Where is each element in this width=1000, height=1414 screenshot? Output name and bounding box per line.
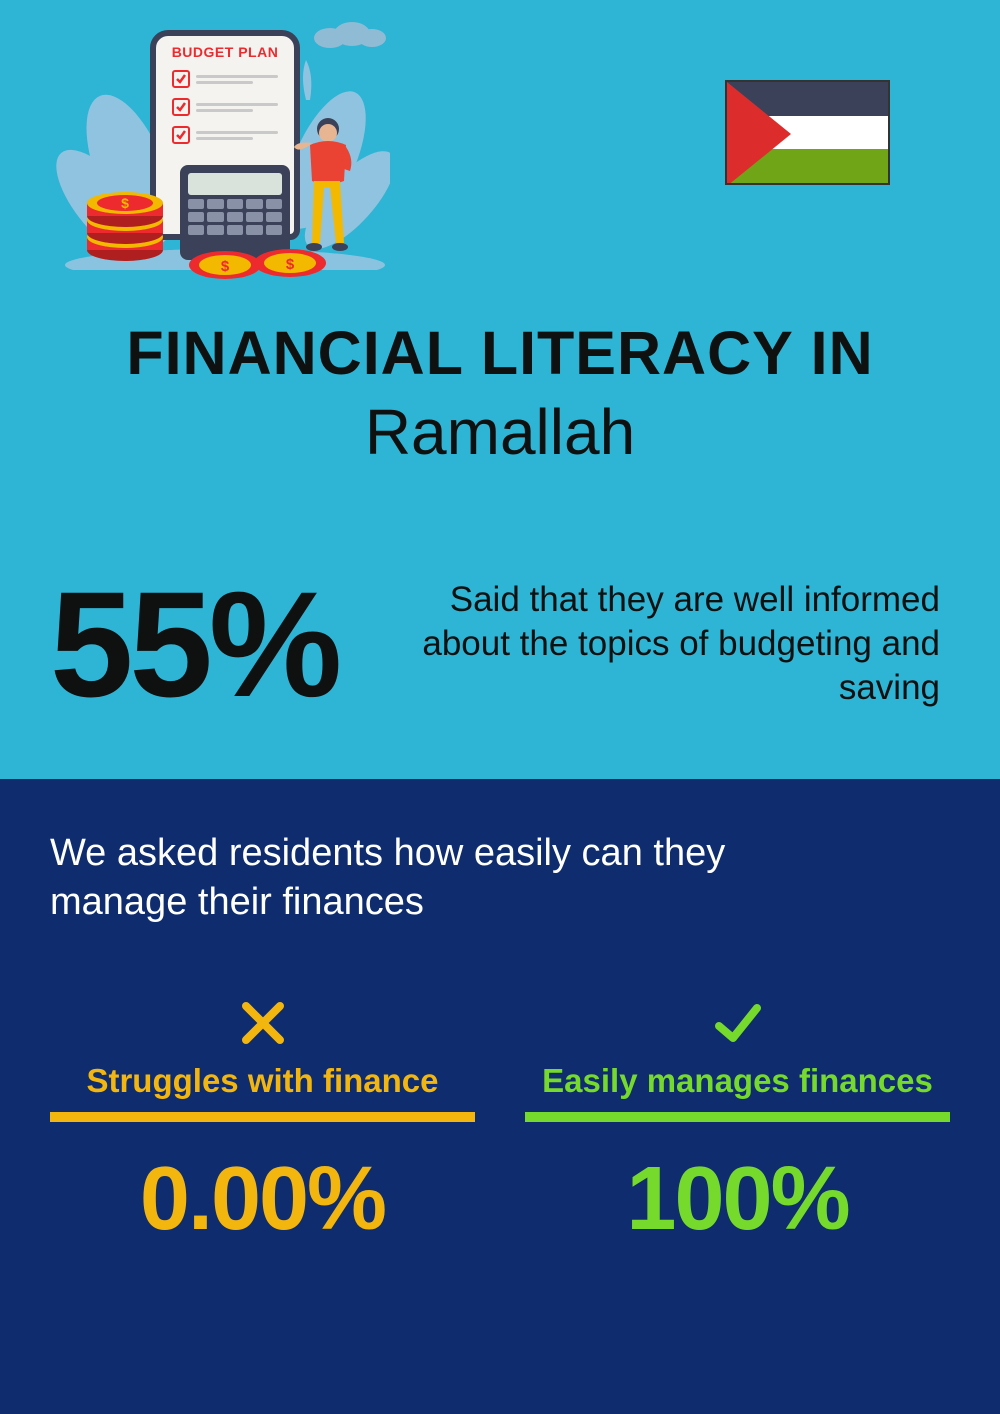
svg-text:$: $: [221, 258, 230, 275]
result-struggles: Struggles with finance 0.00%: [50, 998, 475, 1251]
budget-plan-label: BUDGET PLAN: [164, 44, 286, 60]
bottom-section: We asked residents how easily can they m…: [0, 779, 1000, 1414]
result-label-manages: Easily manages finances: [525, 1062, 950, 1100]
survey-question: We asked residents how easily can they m…: [50, 829, 850, 928]
cloud-icon: [310, 20, 390, 50]
result-divider-struggles: [50, 1112, 475, 1122]
budget-illustration: BUDGET PLAN: [50, 20, 390, 280]
title-line-1: FINANCIAL LITERACY IN: [50, 320, 950, 387]
cross-icon: [50, 998, 475, 1048]
result-label-struggles: Struggles with finance: [50, 1062, 475, 1100]
big-percentage: 55%: [50, 569, 338, 719]
check-icon: [525, 998, 950, 1048]
header-row: BUDGET PLAN: [50, 20, 950, 280]
flag-triangle: [727, 82, 791, 185]
results-row: Struggles with finance 0.00% Easily mana…: [50, 998, 950, 1251]
result-divider-manages: [525, 1112, 950, 1122]
title-line-2: Ramallah: [50, 395, 950, 469]
coin-stack-icon: $: [80, 175, 170, 265]
person-icon: [290, 115, 360, 260]
stat-description: Said that they are well informed about t…: [368, 578, 950, 709]
top-section: BUDGET PLAN: [0, 0, 1000, 779]
result-manages: Easily manages finances 100%: [525, 998, 950, 1251]
result-value-struggles: 0.00%: [50, 1148, 475, 1251]
palestine-flag-icon: [725, 80, 890, 185]
stat-row: 55% Said that they are well informed abo…: [50, 569, 950, 719]
result-value-manages: 100%: [525, 1148, 950, 1251]
svg-text:$: $: [121, 195, 129, 211]
title-block: FINANCIAL LITERACY IN Ramallah: [50, 320, 950, 469]
